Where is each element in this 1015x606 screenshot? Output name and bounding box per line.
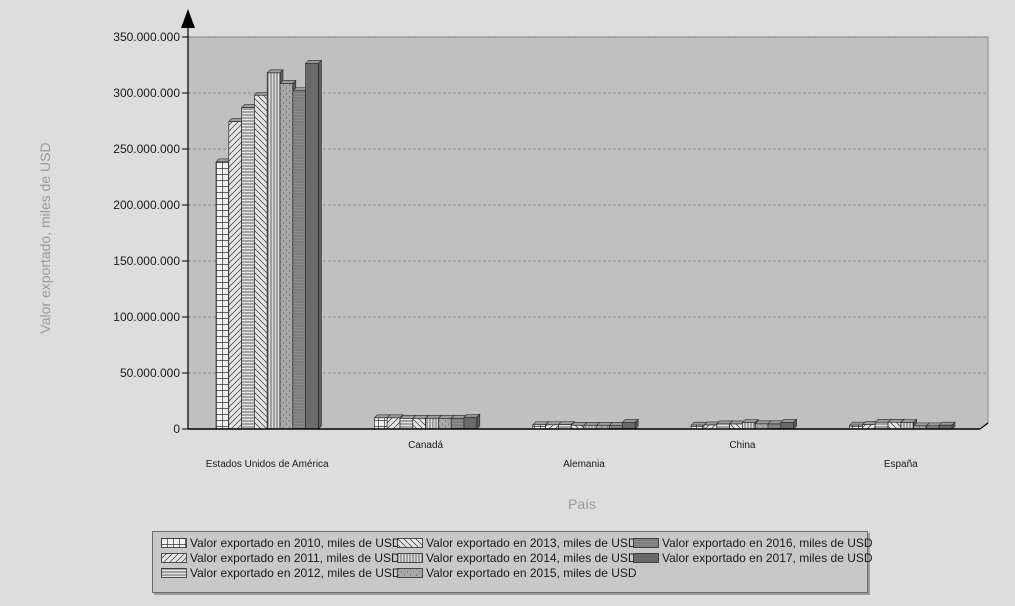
- y-tick-label: 50.000.000: [120, 366, 180, 380]
- x-axis-title: País: [568, 496, 596, 512]
- bar: [463, 413, 481, 430]
- legend-swatch: [397, 568, 423, 578]
- legend-swatch: [633, 538, 659, 548]
- bars: [215, 59, 956, 430]
- x-tick-label: China: [729, 440, 756, 451]
- legend-item: Valor exportado en 2016, miles de USD: [633, 536, 873, 550]
- bar: [621, 418, 639, 430]
- x-axis-depth: [979, 422, 989, 430]
- bar: [938, 421, 956, 430]
- x-tick-label: Alemania: [563, 459, 605, 470]
- legend-column: Valor exportado en 2010, miles de USD Val…: [161, 536, 401, 581]
- legend-label: Valor exportado en 2011, miles de USD: [190, 551, 400, 565]
- legend-column: Valor exportado en 2016, miles de USD Val…: [633, 536, 873, 566]
- y-tick-label: 350.000.000: [113, 30, 180, 44]
- legend-label: Valor exportado en 2017, miles de USD: [662, 551, 873, 565]
- bar: [304, 59, 323, 430]
- legend-label: Valor exportado en 2012, miles de USD: [190, 566, 401, 580]
- y-tick-label: 150.000.000: [113, 254, 180, 268]
- legend-swatch: [161, 538, 187, 548]
- legend-swatch: [397, 538, 423, 548]
- x-tick-label: Estados Unidos de América: [206, 459, 329, 470]
- legend-label: Valor exportado en 2014, miles de USD: [426, 551, 637, 565]
- legend-item: Valor exportado en 2010, miles de USD: [161, 536, 401, 550]
- legend-item: Valor exportado en 2017, miles de USD: [633, 551, 873, 565]
- legend: Valor exportado en 2010, miles de USD Val…: [152, 531, 873, 593]
- x-tick-label: Canadá: [408, 440, 443, 451]
- legend-swatch: [161, 568, 187, 578]
- x-tick-label: España: [884, 459, 918, 470]
- y-tick-label: 250.000.000: [113, 142, 180, 156]
- axes: 0 50.000.000 100.000.000 150.000.000 200.000…: [113, 9, 989, 470]
- y-axis-title: Valor exportado, miles de USD: [37, 142, 53, 333]
- legend-label: Valor exportado en 2015, miles de USD: [426, 566, 637, 580]
- legend-item: Valor exportado en 2011, miles de USD: [161, 551, 401, 565]
- legend-item: Valor exportado en 2015, miles de USD: [397, 566, 637, 580]
- legend-swatch: [633, 553, 659, 563]
- y-tick-label: 200.000.000: [113, 198, 180, 212]
- bar: [780, 418, 798, 430]
- legend-label: Valor exportado en 2016, miles de USD: [662, 536, 873, 550]
- y-tick-label: 100.000.000: [113, 310, 180, 324]
- legend-item: Valor exportado en 2012, miles de USD: [161, 566, 401, 580]
- legend-swatch: [161, 553, 187, 563]
- legend-column: Valor exportado en 2013, miles de USD Val…: [397, 536, 637, 581]
- legend-label: Valor exportado en 2013, miles de USD: [426, 536, 637, 550]
- y-tick-label: 0: [173, 422, 180, 436]
- legend-label: Valor exportado en 2010, miles de USD: [190, 536, 401, 550]
- legend-item: Valor exportado en 2014, miles de USD: [397, 551, 637, 565]
- legend-swatch: [397, 553, 423, 563]
- plot-area: [187, 36, 989, 430]
- y-axis-arrow: [181, 9, 195, 28]
- y-tick-label: 300.000.000: [113, 86, 180, 100]
- legend-item: Valor exportado en 2013, miles de USD: [397, 536, 637, 550]
